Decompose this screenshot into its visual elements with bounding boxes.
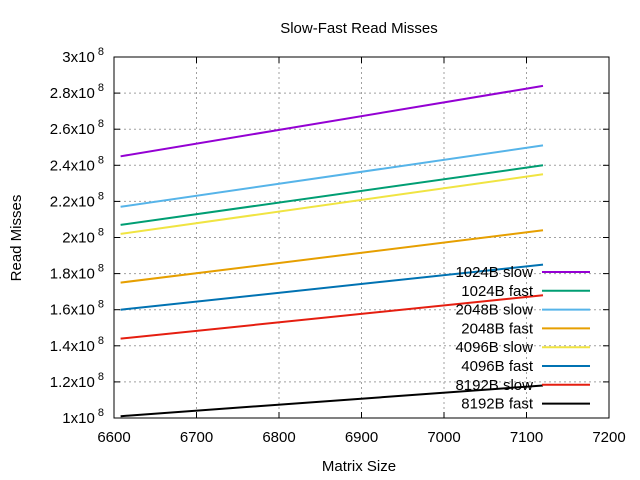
series-lines xyxy=(120,84,544,418)
series-line xyxy=(120,84,544,158)
y-tick-label: 3x10 8 xyxy=(62,46,104,66)
legend-label: 8192B fast xyxy=(461,396,534,413)
grid-lines xyxy=(114,57,609,418)
y-tick-label: 1.2x10 8 xyxy=(50,371,104,391)
x-tick-label: 6700 xyxy=(180,429,213,446)
y-tick-label: 1.8x10 8 xyxy=(50,263,104,283)
legend-label: 1024B fast xyxy=(461,283,534,300)
y-tick-label: 2.4x10 8 xyxy=(50,154,104,174)
x-tick-label: 6900 xyxy=(345,429,378,446)
y-tick-label: 2x10 8 xyxy=(62,227,104,247)
series-line xyxy=(120,164,544,226)
legend-label: 8192B slow xyxy=(455,377,533,394)
y-tick-label: 1.4x10 8 xyxy=(50,335,104,355)
y-tick-label: 2.6x10 8 xyxy=(50,118,104,138)
x-axis-label: Matrix Size xyxy=(322,458,396,475)
series-line xyxy=(120,294,544,340)
legend-label: 2048B fast xyxy=(461,320,534,337)
series-line xyxy=(120,173,544,235)
y-tick-label: 2.2x10 8 xyxy=(50,190,104,210)
x-tick-label: 7000 xyxy=(427,429,460,446)
axes: 6600 6700 6800 6900 7000 7100 7200 1x10 8 1.2x10… xyxy=(50,46,626,446)
series-line xyxy=(120,229,544,284)
legend-label: 2048B slow xyxy=(455,302,533,319)
y-axis-label: Read Misses xyxy=(8,195,25,282)
x-tick-label: 7200 xyxy=(592,429,625,446)
legend-label: 1024B slow xyxy=(455,264,533,281)
y-tick-label: 1.6x10 8 xyxy=(50,299,104,319)
legend-label: 4096B fast xyxy=(461,358,534,375)
x-tick-label: 6800 xyxy=(262,429,295,446)
x-tick-label: 7100 xyxy=(510,429,543,446)
y-tick-label: 1x10 8 xyxy=(62,407,104,427)
x-tick-label: 6600 xyxy=(97,429,130,446)
series-line xyxy=(120,384,544,418)
series-line xyxy=(120,263,544,311)
y-tick-label: 2.8x10 8 xyxy=(50,82,104,102)
legend-label: 4096B slow xyxy=(455,339,533,356)
chart-title: Slow-Fast Read Misses xyxy=(280,20,438,37)
series-line xyxy=(120,144,544,208)
